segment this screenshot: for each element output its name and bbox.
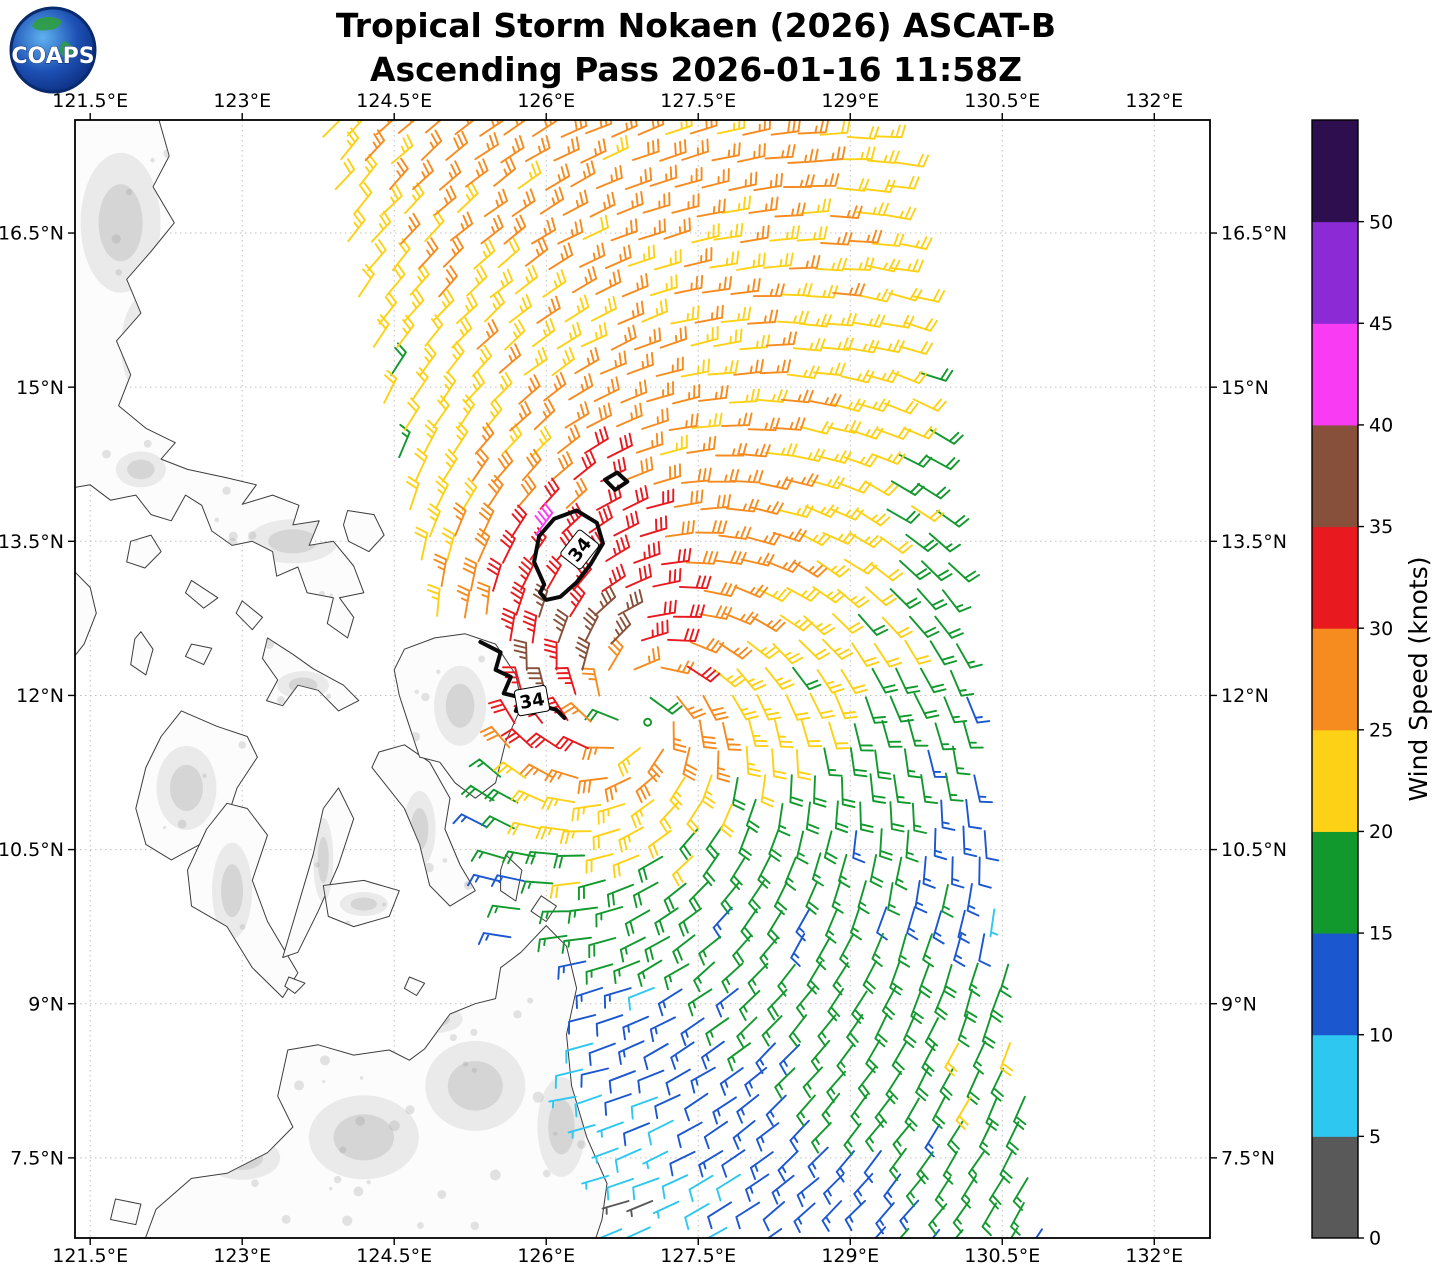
x-tick-label-bottom: 121.5°E — [52, 1245, 128, 1264]
logo-continent-north — [32, 16, 62, 31]
wind-radius-contour — [603, 470, 630, 492]
colorbar-tick-label: 15 — [1369, 923, 1393, 945]
wind-barb-set — [513, 583, 644, 696]
y-tick-label-left: 7.5°N — [10, 1147, 64, 1169]
x-tick-label-bottom: 124.5°E — [356, 1245, 432, 1264]
x-tick-label-bottom: 126°E — [517, 1245, 575, 1264]
landmass — [75, 120, 608, 1238]
x-tick-label-bottom: 130.5°E — [964, 1245, 1040, 1264]
plot-title-line2: Ascending Pass 2026-01-16 11:58Z — [369, 50, 1023, 89]
x-tick-label-top: 132°E — [1125, 90, 1183, 112]
colorbar-segment — [1312, 323, 1358, 426]
wind-barb-set — [322, 120, 1014, 1131]
plot-title-line1: Tropical Storm Nokaen (2026) ASCAT-B — [335, 6, 1057, 45]
colorbar-tick-label: 25 — [1369, 719, 1393, 741]
x-tick-label-bottom: 129°E — [821, 1245, 879, 1264]
colorbar-segment — [1312, 1136, 1358, 1239]
y-tick-label-left: 12°N — [16, 685, 64, 707]
colorbar-tick-label: 20 — [1369, 821, 1393, 843]
colorbar-title: Wind Speed (knots) — [1404, 556, 1433, 801]
x-tick-label-top: 123°E — [213, 90, 271, 112]
x-tick-label-top: 124.5°E — [356, 90, 432, 112]
coaps-logo-svg: COAPS — [9, 6, 97, 94]
y-tick-label-left: 9°N — [28, 993, 64, 1015]
x-tick-label-bottom: 127.5°E — [660, 1245, 736, 1264]
y-tick-label-left: 10.5°N — [0, 839, 64, 861]
colorbar-tick-label: 30 — [1369, 618, 1393, 640]
colorbar-segment — [1312, 1034, 1358, 1137]
colorbar-segment — [1312, 933, 1358, 1036]
y-tick-label-right: 16.5°N — [1221, 223, 1287, 245]
wind-barb-set — [601, 1200, 654, 1218]
wind-barb-set — [548, 908, 999, 1238]
logo-text: COAPS — [11, 44, 94, 69]
logo-continent-south — [60, 41, 74, 58]
wind-barb-set — [534, 502, 554, 536]
logo-globe — [9, 6, 97, 94]
wind-barb-set — [390, 342, 1029, 1238]
x-tick-label-top: 130.5°E — [964, 90, 1040, 112]
colorbar-segment — [1312, 424, 1358, 528]
x-tick-label-top: 126°E — [517, 90, 575, 112]
y-tick-label-right: 9°N — [1221, 993, 1257, 1015]
x-tick-label-bottom: 123°E — [213, 1245, 271, 1264]
gridlines — [75, 120, 1210, 1238]
y-tick-label-right: 10.5°N — [1221, 839, 1287, 861]
wind-barb-set — [364, 120, 883, 804]
colorbar-tick-label: 45 — [1369, 313, 1393, 335]
y-tick-label-right: 15°N — [1221, 377, 1269, 399]
wind-barb-set — [452, 696, 1043, 1238]
wind-radius-label: 34 — [513, 684, 551, 717]
y-tick-label-right: 12°N — [1221, 685, 1269, 707]
colorbar-segment — [1312, 221, 1358, 324]
colorbar-tick-label: 50 — [1369, 211, 1393, 233]
wind-barbs — [322, 120, 1043, 1238]
y-tick-label-left: 13.5°N — [0, 531, 64, 553]
colorbar: 0 5 10 15 20 25 30 35 40 45 50 Wind Speed (knots) — [1311, 119, 1433, 1250]
x-tick-label-top: 129°E — [821, 90, 879, 112]
svg-text:34: 34 — [518, 689, 546, 714]
colorbar-tick-label: 35 — [1369, 516, 1393, 538]
calm-wind-circle — [643, 717, 653, 727]
y-tick-label-right: 7.5°N — [1221, 1147, 1275, 1169]
coaps-logo: COAPS — [8, 5, 98, 95]
plot-title: Tropical Storm Nokaen (2026) ASCAT-B Asc… — [0, 4, 1392, 92]
colorbar-tick-label: 40 — [1369, 415, 1393, 437]
x-tick-label-top: 121.5°E — [52, 90, 128, 112]
colorbar-segment — [1312, 831, 1358, 934]
y-tick-label-left: 15°N — [16, 377, 64, 399]
colorbar-segment — [1312, 729, 1358, 832]
map-frame: 121.5°E 121.5°E 123°E 123°E 124.5°E 124.5°E 12… — [0, 90, 1287, 1264]
y-tick-label-right: 13.5°N — [1221, 531, 1287, 553]
colorbar-segment — [1312, 526, 1358, 629]
colorbar-segment — [1312, 628, 1358, 731]
colorbar-tick-label: 5 — [1369, 1126, 1381, 1148]
y-tick-label-left: 16.5°N — [0, 223, 64, 245]
x-tick-label-top: 127.5°E — [660, 90, 736, 112]
colorbar-segment — [1312, 120, 1358, 223]
x-tick-label-bottom: 132°E — [1125, 1245, 1183, 1264]
colorbar-tick-label: 10 — [1369, 1024, 1393, 1046]
wind-radius-contour — [532, 508, 605, 602]
colorbar-tick-label: 0 — [1369, 1228, 1381, 1250]
